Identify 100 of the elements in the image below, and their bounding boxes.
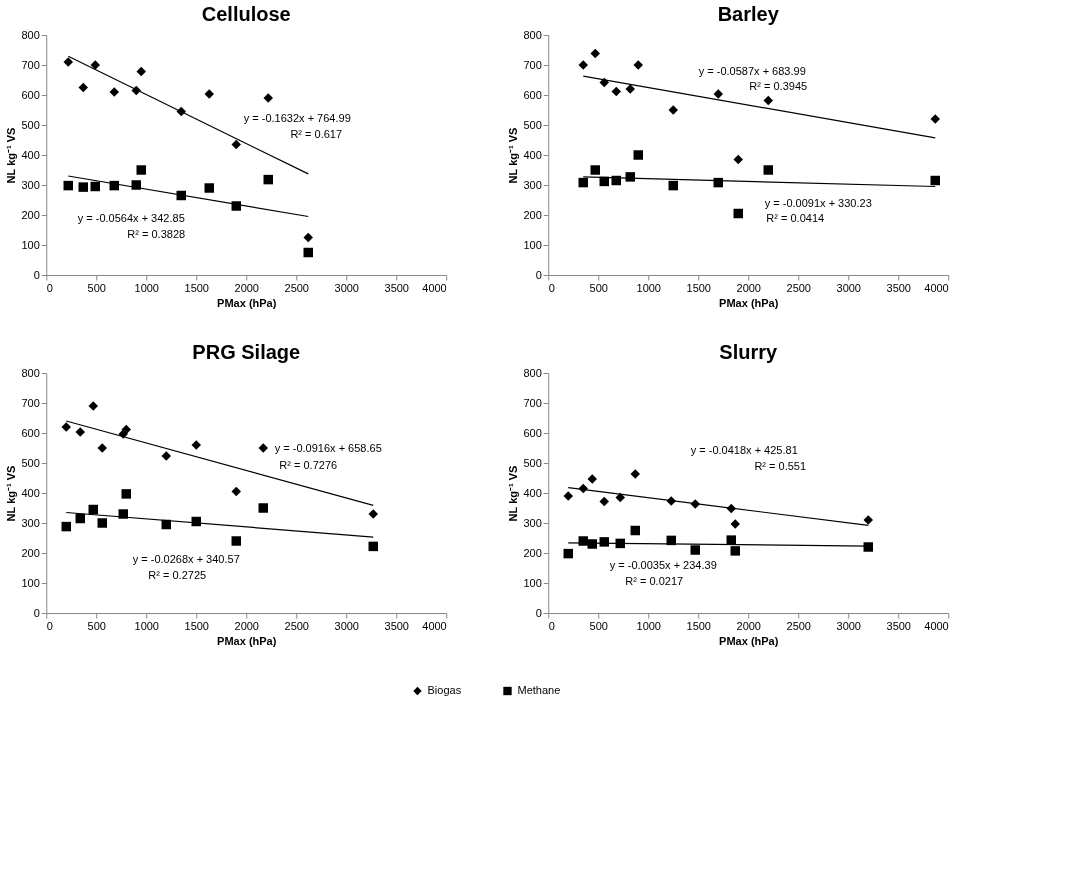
point xyxy=(730,519,740,529)
x-axis-title: PMax (hPa) xyxy=(719,296,779,309)
y-tick-label: 0 xyxy=(535,606,542,619)
annotation: R² = 0.7276 xyxy=(279,459,338,471)
y-tick-label: 600 xyxy=(523,88,542,101)
x-tick-label: 1000 xyxy=(134,281,159,294)
y-tick-label: 400 xyxy=(21,148,40,161)
point xyxy=(763,95,773,106)
point xyxy=(75,427,85,437)
legend-label: Methane xyxy=(517,684,561,696)
point xyxy=(121,489,131,499)
point xyxy=(231,139,241,150)
annotation: y = -0.0916x + 658.65 xyxy=(274,442,382,454)
y-tick-label: 600 xyxy=(21,426,40,439)
point xyxy=(587,474,597,484)
annotation: R² = 0.617 xyxy=(290,128,343,140)
chart-title: PRG Silage xyxy=(192,341,301,363)
x-tick-label: 4000 xyxy=(924,281,949,294)
x-tick-label: 3000 xyxy=(334,619,359,632)
annotation: y = -0.0564x + 342.85 xyxy=(77,212,185,224)
legend-label: Biogas xyxy=(427,684,462,696)
x-tick-label: 0 xyxy=(548,281,555,294)
annotation: R² = 0.3828 xyxy=(127,228,186,240)
point xyxy=(204,183,214,193)
annotation: y = -0.0268x + 340.57 xyxy=(132,553,240,565)
point xyxy=(303,232,313,243)
point xyxy=(578,177,588,188)
y-tick-label: 100 xyxy=(523,238,542,251)
x-tick-label: 3500 xyxy=(886,619,911,632)
point xyxy=(713,89,723,99)
y-tick-label: 700 xyxy=(523,396,542,409)
annotation: R² = 0.3945 xyxy=(749,80,808,92)
x-axis-title: PMax (hPa) xyxy=(719,634,779,647)
point xyxy=(611,86,621,97)
x-tick-label: 500 xyxy=(87,619,106,632)
y-axis-title: NL kg⁻¹ VS xyxy=(5,465,18,522)
y-tick-label: 300 xyxy=(21,516,40,529)
y-tick-label: 0 xyxy=(535,268,542,281)
x-tick-label: 0 xyxy=(46,281,53,294)
y-tick-label: 400 xyxy=(523,486,542,499)
annotation: R² = 0.551 xyxy=(754,460,807,472)
x-tick-label: 1500 xyxy=(686,281,711,294)
point xyxy=(78,182,88,192)
point xyxy=(563,548,573,559)
point xyxy=(930,175,940,186)
annotation: R² = 0.0414 xyxy=(766,212,825,224)
point xyxy=(97,518,107,528)
x-tick-label: 3000 xyxy=(836,619,861,632)
x-tick-label: 4000 xyxy=(422,619,447,632)
x-tick-label: 3000 xyxy=(836,281,861,294)
x-tick-label: 2000 xyxy=(736,619,761,632)
point xyxy=(368,541,378,552)
x-axis-title: PMax (hPa) xyxy=(217,634,277,647)
annotation: y = -0.0587x + 683.99 xyxy=(698,65,806,77)
y-tick-label: 400 xyxy=(523,148,542,161)
x-tick-label: 0 xyxy=(548,619,555,632)
y-tick-label: 600 xyxy=(523,426,542,439)
x-tick-label: 1000 xyxy=(134,619,159,632)
annotation: y = -0.0091x + 330.23 xyxy=(764,197,872,209)
x-tick-label: 3500 xyxy=(384,281,409,294)
y-axis-title: NL kg⁻¹ VS xyxy=(507,465,520,522)
y-tick-label: 300 xyxy=(523,516,542,529)
point xyxy=(590,165,600,175)
x-tick-label: 1000 xyxy=(636,281,661,294)
point xyxy=(61,521,71,532)
point xyxy=(730,546,740,556)
point xyxy=(668,180,678,191)
x-axis-title: PMax (hPa) xyxy=(217,296,277,309)
point xyxy=(204,89,214,99)
chart-title: Slurry xyxy=(719,341,779,363)
y-tick-label: 700 xyxy=(21,58,40,71)
x-tick-label: 1500 xyxy=(184,619,209,632)
point xyxy=(136,66,146,77)
annotation: y = -0.1632x + 764.99 xyxy=(243,112,351,124)
point xyxy=(863,542,873,552)
x-tick-label: 3000 xyxy=(334,281,359,294)
x-tick-label: 2000 xyxy=(736,281,761,294)
point xyxy=(630,525,640,536)
x-tick-label: 2500 xyxy=(284,281,309,294)
x-tick-label: 2500 xyxy=(786,281,811,294)
x-tick-label: 1000 xyxy=(636,619,661,632)
point xyxy=(763,165,773,175)
y-tick-label: 500 xyxy=(523,456,542,469)
x-tick-label: 1500 xyxy=(686,619,711,632)
x-tick-label: 0 xyxy=(46,619,53,632)
x-tick-label: 500 xyxy=(589,619,608,632)
x-tick-label: 500 xyxy=(87,281,106,294)
x-tick-label: 4000 xyxy=(924,619,949,632)
y-tick-label: 200 xyxy=(21,208,40,221)
annotation: y = -0.0418x + 425.81 xyxy=(690,444,798,456)
y-tick-label: 800 xyxy=(523,366,542,379)
y-tick-label: 100 xyxy=(523,576,542,589)
point xyxy=(231,536,241,546)
y-tick-label: 300 xyxy=(21,178,40,191)
point xyxy=(630,469,640,479)
annotation: R² = 0.2725 xyxy=(148,569,207,581)
y-tick-label: 200 xyxy=(21,546,40,559)
point xyxy=(733,154,743,165)
point xyxy=(136,165,146,175)
point xyxy=(303,247,313,258)
